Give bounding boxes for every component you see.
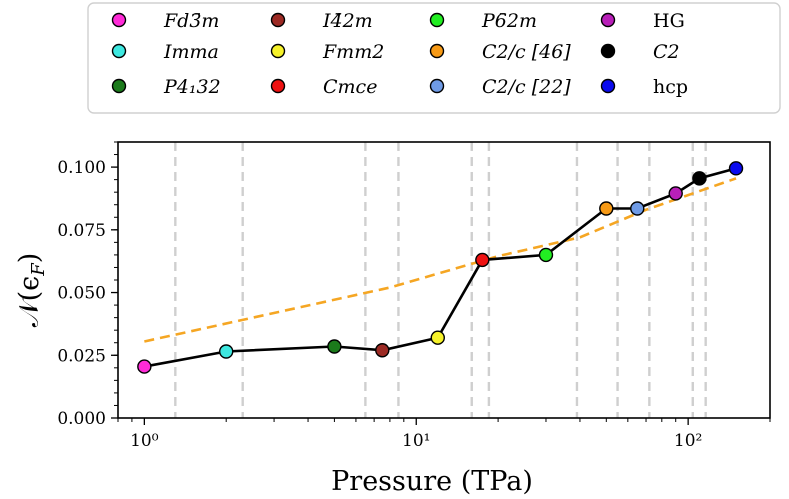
data-point <box>327 339 342 354</box>
legend-marker <box>111 78 127 94</box>
legend-marker <box>270 43 286 59</box>
axes: 10⁰ 10¹ 10² 0.000 0.025 0.050 0.075 0.100 <box>57 141 771 451</box>
plot-frame <box>117 141 771 419</box>
phase-boundary-lines <box>174 142 707 418</box>
legend-marker <box>270 78 286 94</box>
legend-label: HG <box>653 10 685 32</box>
x-tick-label: 10¹ <box>402 431 430 451</box>
y-axis-label-subscript: F <box>28 262 49 277</box>
legend-marker <box>111 12 127 28</box>
legend-label: Imma <box>163 41 219 63</box>
legend-marker <box>600 12 616 28</box>
legend-label: hcp <box>653 76 688 98</box>
y-tick-label: 0.050 <box>57 284 106 304</box>
y-axis-label-main: 𝒩(ϵ <box>14 276 45 328</box>
solid-data-series <box>137 161 744 374</box>
y-tick-label: 0.025 <box>57 346 106 366</box>
y-axis-label-close: ) <box>14 253 45 264</box>
x-tick-label: 10⁰ <box>130 431 159 451</box>
data-point <box>692 171 707 186</box>
data-point <box>728 161 744 176</box>
legend-label: C2/c [22] <box>482 76 571 98</box>
legend-label: Fmm2 <box>322 41 384 63</box>
data-point <box>218 344 234 359</box>
legend-marker <box>111 43 127 59</box>
x-axis-label: Pressure (TPa) <box>331 466 533 497</box>
data-point <box>599 201 614 216</box>
x-tick-label: 10² <box>674 431 702 451</box>
data-point <box>137 359 152 374</box>
legend-label: Fd3̄m <box>163 10 219 32</box>
legend-label: P6̄2m <box>481 10 537 32</box>
y-axis-label: 𝒩(ϵF) <box>14 253 49 328</box>
legend-marker <box>429 78 445 94</box>
data-point <box>375 343 390 358</box>
data-point <box>538 247 554 263</box>
y-tick-label: 0.000 <box>57 409 106 429</box>
legend-marker <box>600 78 616 94</box>
data-point <box>475 252 490 268</box>
legend-label: Cmce <box>323 76 377 98</box>
legend-marker <box>429 12 445 28</box>
legend-label: C2/c [46] <box>482 41 571 63</box>
legend-marker <box>600 43 616 59</box>
data-point <box>668 186 683 201</box>
legend-marker <box>429 43 445 59</box>
legend-marker <box>270 12 286 28</box>
legend: Fd3̄m Imma P4₁32 I4̄2m Fmm2 Cmce P6̄2m C2/c [46… <box>87 2 781 114</box>
y-tick-label: 0.100 <box>57 158 106 178</box>
legend-label: I4̄2m <box>322 10 373 32</box>
y-tick-label: 0.075 <box>57 221 106 241</box>
trend-line <box>144 177 737 343</box>
data-point <box>430 330 445 345</box>
legend-label: C2 <box>653 41 680 63</box>
dashed-trend-series <box>144 177 737 343</box>
legend-label: P4₁32 <box>163 76 221 98</box>
data-point <box>630 201 645 216</box>
